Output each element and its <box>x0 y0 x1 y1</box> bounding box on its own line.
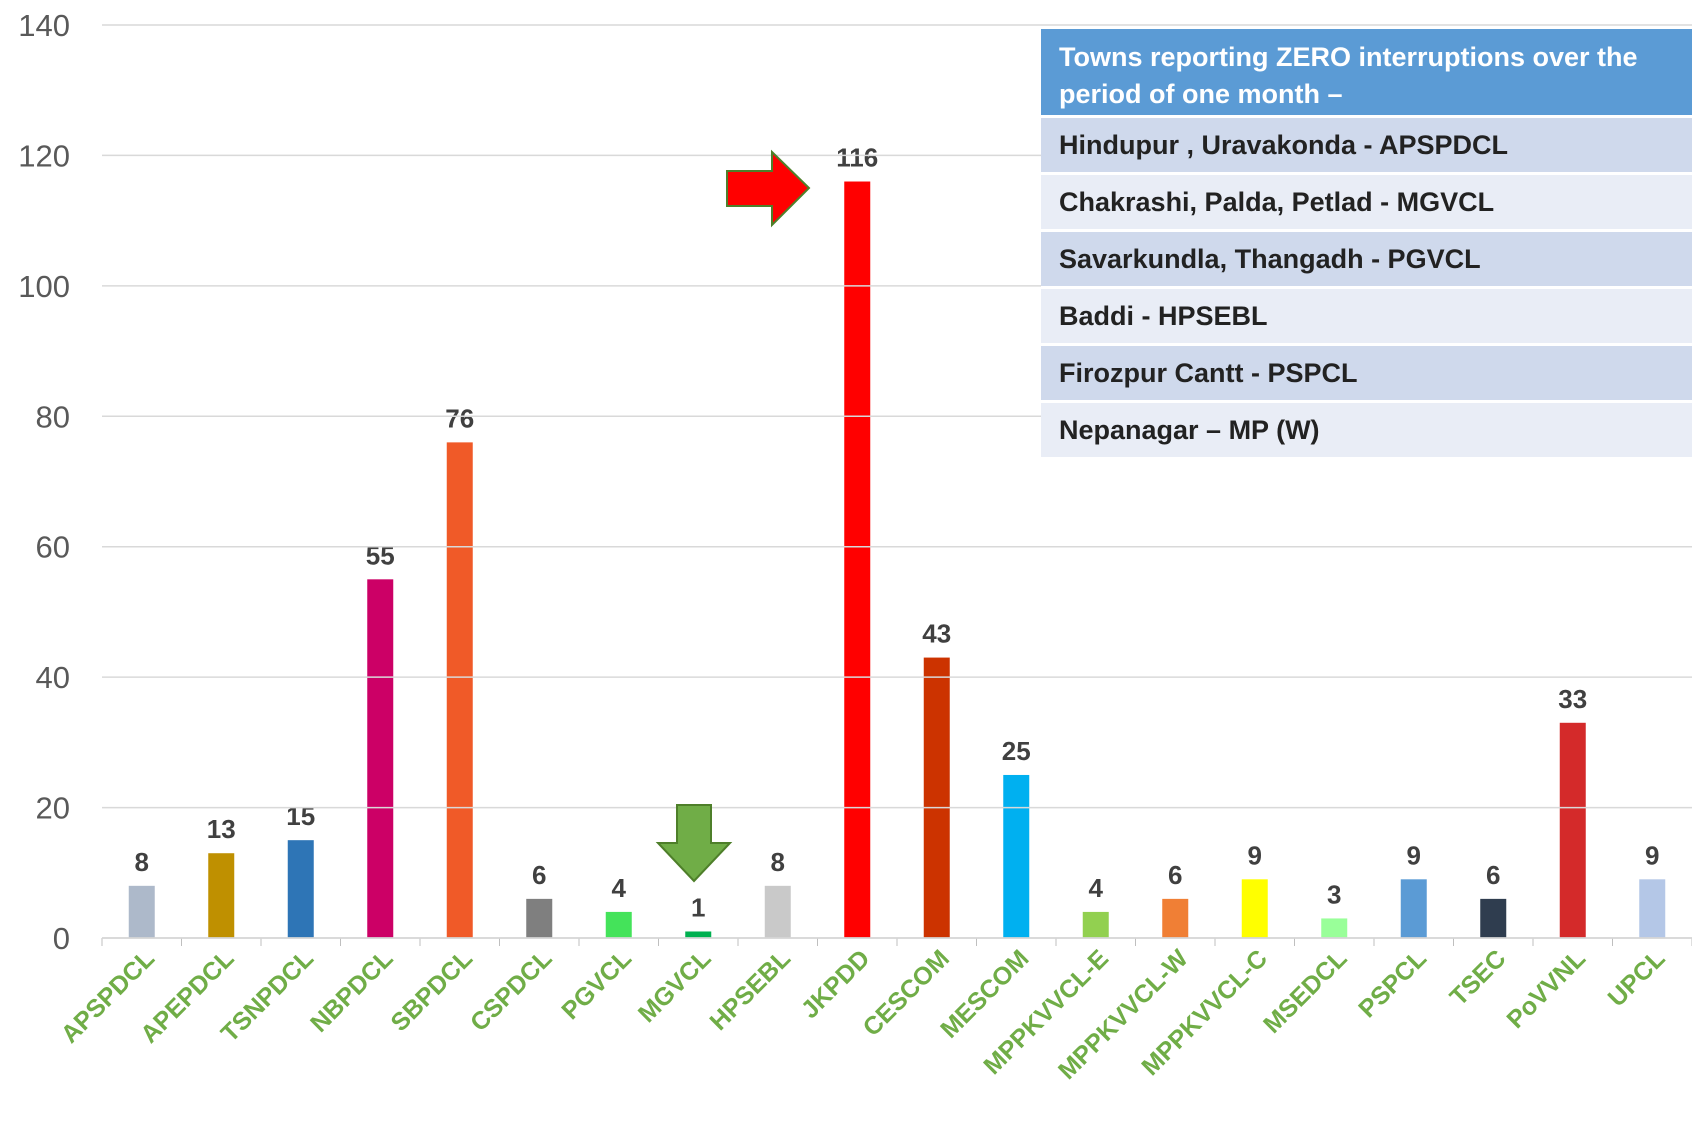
bar <box>526 898 553 938</box>
data-label: 9 <box>1248 840 1262 870</box>
data-label: 15 <box>286 801 315 831</box>
x-tick-label: PGVCL <box>556 944 637 1025</box>
data-label: 8 <box>771 847 785 877</box>
bar <box>1559 722 1586 938</box>
data-label: 9 <box>1645 840 1659 870</box>
data-label: 6 <box>532 860 546 890</box>
highlight-arrow-right <box>726 149 811 228</box>
info-box-row: Nepanagar – MP (W) <box>1041 403 1692 460</box>
y-tick-label: 40 <box>36 660 70 695</box>
info-box: Towns reporting ZERO interruptions over … <box>1041 29 1692 460</box>
highlight-arrow-down <box>655 804 733 883</box>
data-label: 1 <box>691 892 705 922</box>
data-label: 6 <box>1168 860 1182 890</box>
bar <box>1639 879 1666 938</box>
y-tick-label: 100 <box>18 269 70 304</box>
data-label: 13 <box>207 814 236 844</box>
bar <box>1003 774 1030 938</box>
bar <box>685 931 712 938</box>
x-tick-label: PSPCL <box>1353 944 1432 1023</box>
data-label: 76 <box>445 403 474 433</box>
bar <box>208 853 235 938</box>
data-label: 6 <box>1486 860 1500 890</box>
bar <box>764 885 791 938</box>
y-tick-label: 60 <box>36 530 70 565</box>
x-tick-label: SBPDCL <box>386 944 478 1036</box>
info-box-row: Baddi - HPSEBL <box>1041 289 1692 346</box>
x-tick-label: JKPDD <box>796 944 876 1024</box>
x-tick-label: NBPDCL <box>305 944 398 1037</box>
bar <box>923 657 950 938</box>
data-label: 55 <box>366 540 395 570</box>
info-box-row: Firozpur Cantt - PSPCL <box>1041 346 1692 403</box>
y-tick-label: 140 <box>18 8 70 43</box>
data-label: 43 <box>922 619 951 649</box>
bar <box>128 885 155 938</box>
x-tick-label: UPCL <box>1603 944 1671 1012</box>
bar <box>367 579 394 938</box>
y-tick-label: 20 <box>36 791 70 826</box>
bar <box>1400 879 1427 938</box>
bar <box>1321 918 1348 938</box>
x-tick-label: CSPDCL <box>465 944 557 1036</box>
bar <box>1480 898 1507 938</box>
data-label: 33 <box>1558 684 1587 714</box>
bar <box>1241 879 1268 938</box>
bar <box>1082 911 1109 938</box>
y-tick-label: 80 <box>36 399 70 434</box>
data-label: 25 <box>1002 736 1031 766</box>
data-label: 9 <box>1407 840 1421 870</box>
data-label: 4 <box>1089 873 1104 903</box>
x-tick-label: PoVVNL <box>1501 944 1591 1034</box>
bar <box>446 442 473 938</box>
info-box-title: Towns reporting ZERO interruptions over … <box>1041 29 1692 118</box>
bar <box>1162 898 1189 938</box>
y-tick-label: 120 <box>18 138 70 173</box>
x-tick-label: MSEDCL <box>1258 944 1352 1038</box>
data-label: 3 <box>1327 879 1341 909</box>
info-box-row: Chakrashi, Palda, Petlad - MGVCL <box>1041 175 1692 232</box>
y-tick-label: 0 <box>53 921 70 956</box>
bar <box>287 840 314 938</box>
x-tick-label: TSEC <box>1445 944 1512 1011</box>
x-tick-label: HPSEBL <box>704 944 796 1036</box>
info-box-row: Hindupur , Uravakonda - APSPDCL <box>1041 118 1692 175</box>
data-label: 4 <box>612 873 627 903</box>
data-label: 116 <box>836 143 878 173</box>
bar <box>605 911 632 938</box>
info-box-row: Savarkundla, Thangadh - PGVCL <box>1041 232 1692 289</box>
bar <box>844 181 871 938</box>
data-label: 8 <box>135 847 149 877</box>
